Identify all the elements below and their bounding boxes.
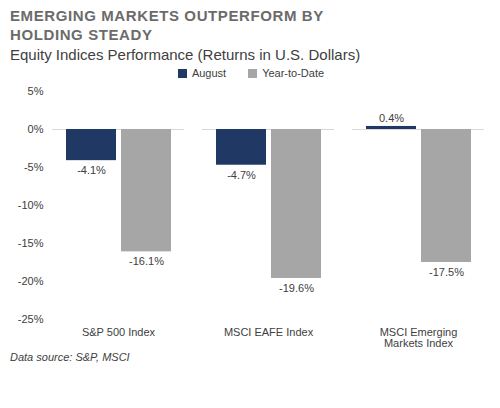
svg-text:MSCI EmergingMarkets Index: MSCI EmergingMarkets Index <box>380 326 458 349</box>
svg-text:MSCI EAFE Index: MSCI EAFE Index <box>224 326 314 338</box>
html-text:Equity Indices Performance (Re: Equity Indices Performance (Returns in U… <box>10 46 361 63</box>
svg-text:S&P 500 Index: S&P 500 Index <box>82 326 156 338</box>
html-text:EMERGING MARKETS OUTPERFORM BY: EMERGING MARKETS OUTPERFORM BY HOLDING S… <box>10 7 324 43</box>
svg-text:-4.7%: -4.7% <box>227 169 256 181</box>
html-text:Year-to-Date: Year-to-Date <box>262 67 325 79</box>
svg-text:-25%: -25% <box>18 313 44 325</box>
svg-text:5%: 5% <box>28 85 44 97</box>
html-text:August: August <box>191 67 227 79</box>
svg-text:0%: 0% <box>28 123 44 135</box>
svg-text:-16.1%: -16.1% <box>129 255 164 267</box>
svg-text:-4.1%: -4.1% <box>77 164 106 176</box>
svg-text:-15%: -15% <box>18 237 44 249</box>
svg-text:-20%: -20% <box>18 275 44 287</box>
svg-text:-17.5%: -17.5% <box>429 266 464 278</box>
svg-text:-5%: -5% <box>24 161 44 173</box>
svg-text:-19.6%: -19.6% <box>279 282 314 294</box>
svg-text:0.4%: 0.4% <box>379 112 404 124</box>
svg-text:-10%: -10% <box>18 199 44 211</box>
html-text:Data source: S&P, MSCI: Data source: S&P, MSCI <box>10 351 130 363</box>
